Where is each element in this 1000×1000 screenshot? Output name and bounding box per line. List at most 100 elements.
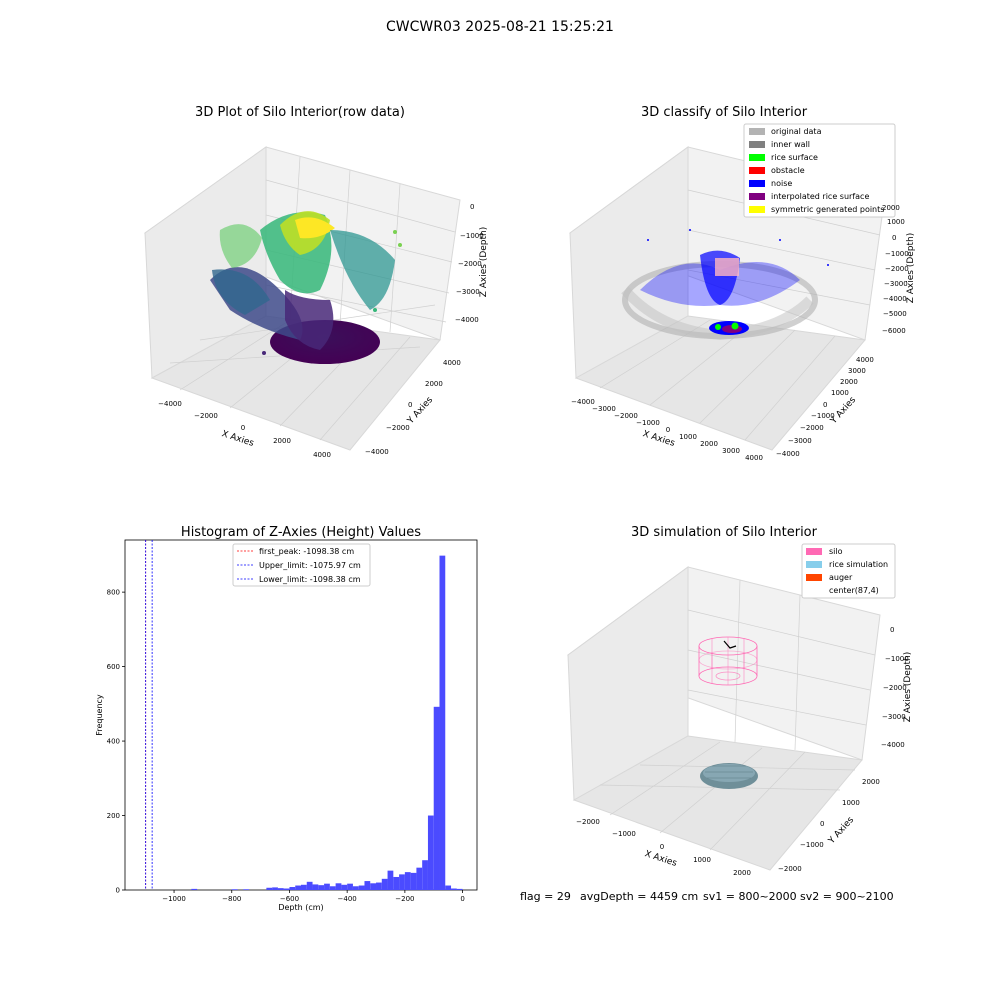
hist-xlabel: Depth (cm) bbox=[278, 903, 323, 912]
svg-text:−2000: −2000 bbox=[800, 424, 824, 432]
legend-label: center(87,4) bbox=[829, 586, 879, 595]
hist-ytick-label: 600 bbox=[107, 663, 120, 671]
hist-bar bbox=[318, 885, 325, 890]
silo-wireframe bbox=[698, 636, 758, 686]
svg-text:−4000: −4000 bbox=[776, 450, 800, 458]
hist-bar bbox=[312, 884, 319, 890]
svg-text:−1000: −1000 bbox=[885, 655, 909, 663]
svg-text:−4000: −4000 bbox=[881, 741, 905, 749]
panel-classify-3d: 3D classify of Silo Interior original bbox=[568, 105, 916, 462]
svg-text:−4000: −4000 bbox=[571, 398, 595, 406]
sim-xlabel: X Axies bbox=[643, 849, 678, 869]
hist-ytick-label: 200 bbox=[107, 812, 120, 820]
hist-bar bbox=[341, 884, 348, 890]
hist-bar bbox=[451, 888, 457, 890]
svg-text:0: 0 bbox=[660, 843, 664, 851]
floor-pane bbox=[572, 735, 863, 871]
legend-swatch bbox=[749, 193, 765, 200]
hist-bar bbox=[347, 883, 353, 890]
hist-xtick-label: −400 bbox=[338, 895, 357, 903]
legend-label: Lower_limit: -1098.38 cm bbox=[259, 575, 361, 584]
legend-swatch bbox=[749, 206, 765, 213]
hist-bar bbox=[306, 881, 313, 890]
svg-text:0: 0 bbox=[820, 820, 824, 828]
svg-text:0: 0 bbox=[666, 426, 670, 434]
legend-swatch bbox=[749, 141, 765, 148]
hist-bar bbox=[422, 860, 428, 890]
legend-label: first_peak: -1098.38 cm bbox=[259, 547, 354, 556]
hist-xticks: −1000 −800 −600 −400 −200 0 bbox=[162, 890, 465, 903]
raw-xlabel: X Axies bbox=[220, 429, 255, 449]
svg-text:2000: 2000 bbox=[862, 778, 880, 786]
raw-ztick: −3000 bbox=[456, 288, 480, 296]
sim-ticks: −2000 −1000 0 1000 2000 −2000 −1000 0 10… bbox=[576, 626, 909, 877]
svg-text:−1000: −1000 bbox=[800, 841, 824, 849]
hist-bar bbox=[433, 706, 440, 890]
classify-ylabel: Y Axies bbox=[828, 395, 858, 427]
hist-legend: first_peak: -1098.38 cm Upper_limit: -10… bbox=[232, 543, 371, 587]
legend-swatch bbox=[749, 180, 765, 187]
hist-bar bbox=[301, 884, 307, 890]
svg-text:−3000: −3000 bbox=[884, 280, 908, 288]
panel-classify-title: 3D classify of Silo Interior bbox=[641, 105, 808, 120]
hist-xtick-label: −1000 bbox=[162, 895, 186, 903]
classify-zlabel: Z Axies (Depth) bbox=[906, 233, 916, 304]
legend-label: rice simulation bbox=[829, 560, 888, 569]
svg-text:1000: 1000 bbox=[679, 433, 697, 441]
hist-vlines bbox=[145, 540, 153, 890]
legend-label: symmetric generated points bbox=[771, 205, 884, 214]
hist-bar bbox=[456, 888, 463, 890]
svg-text:4000: 4000 bbox=[856, 356, 874, 364]
hist-bar bbox=[358, 885, 365, 890]
svg-text:3000: 3000 bbox=[848, 367, 866, 375]
hist-bar bbox=[272, 887, 278, 890]
legend-label: rice surface bbox=[771, 153, 818, 162]
hist-bar bbox=[427, 815, 434, 890]
raw-ytick: −4000 bbox=[365, 448, 389, 456]
footer-sv1: sv1 = 800~2000 bbox=[703, 890, 797, 903]
svg-text:−1000: −1000 bbox=[612, 830, 636, 838]
panel-raw-3d: 3D Plot of Silo Interior(row data) bbox=[143, 105, 489, 459]
svg-text:−1000: −1000 bbox=[885, 250, 909, 258]
legend-swatch bbox=[806, 548, 822, 555]
svg-text:−2000: −2000 bbox=[883, 684, 907, 692]
hist-bar bbox=[324, 883, 330, 890]
svg-text:0: 0 bbox=[823, 401, 827, 409]
hist-ytick-label: 400 bbox=[107, 738, 120, 746]
panel-histogram: Histogram of Z-Axies (Height) Values −10… bbox=[95, 525, 478, 912]
svg-text:−6000: −6000 bbox=[882, 327, 906, 335]
panel-simulation-3d: 3D simulation of Silo Interior bbox=[566, 525, 913, 877]
hist-ytick-label: 0 bbox=[116, 887, 120, 895]
sim-ylabel: Y Axies bbox=[826, 815, 856, 847]
svg-text:−2000: −2000 bbox=[885, 265, 909, 273]
legend-label: silo bbox=[829, 547, 843, 556]
raw-ytick: −2000 bbox=[386, 424, 410, 432]
svg-text:−5000: −5000 bbox=[883, 310, 907, 318]
hist-xtick-label: −600 bbox=[280, 895, 299, 903]
svg-text:3000: 3000 bbox=[722, 447, 740, 455]
raw-ytick: 0 bbox=[408, 401, 412, 409]
svg-text:4000: 4000 bbox=[745, 454, 763, 462]
svg-text:2000: 2000 bbox=[733, 869, 751, 877]
raw-ztick: −4000 bbox=[455, 316, 479, 324]
svg-text:1000: 1000 bbox=[693, 856, 711, 864]
hist-xtick-label: 0 bbox=[460, 895, 464, 903]
svg-text:1000: 1000 bbox=[887, 218, 905, 226]
hist-axes bbox=[124, 539, 478, 891]
raw-xtick: 2000 bbox=[273, 437, 291, 445]
svg-text:−3000: −3000 bbox=[788, 437, 812, 445]
panel-raw-title: 3D Plot of Silo Interior(row data) bbox=[195, 105, 405, 120]
legend-swatch bbox=[806, 561, 822, 568]
legend-label: Upper_limit: -1075.97 cm bbox=[259, 561, 361, 570]
raw-xtick: −2000 bbox=[194, 412, 218, 420]
sim-title: 3D simulation of Silo Interior bbox=[631, 525, 818, 540]
auger-marker bbox=[723, 640, 737, 649]
footer-status: flag = 29 avgDepth = 4459 cm sv1 = 800~2… bbox=[520, 890, 894, 903]
hist-bar bbox=[410, 872, 417, 890]
raw-xtick: −4000 bbox=[158, 400, 182, 408]
classify-xlabel: X Axies bbox=[641, 429, 676, 449]
legend-swatch bbox=[749, 167, 765, 174]
svg-text:−2000: −2000 bbox=[614, 412, 638, 420]
hist-bar bbox=[416, 867, 423, 890]
svg-text:−4000: −4000 bbox=[883, 295, 907, 303]
